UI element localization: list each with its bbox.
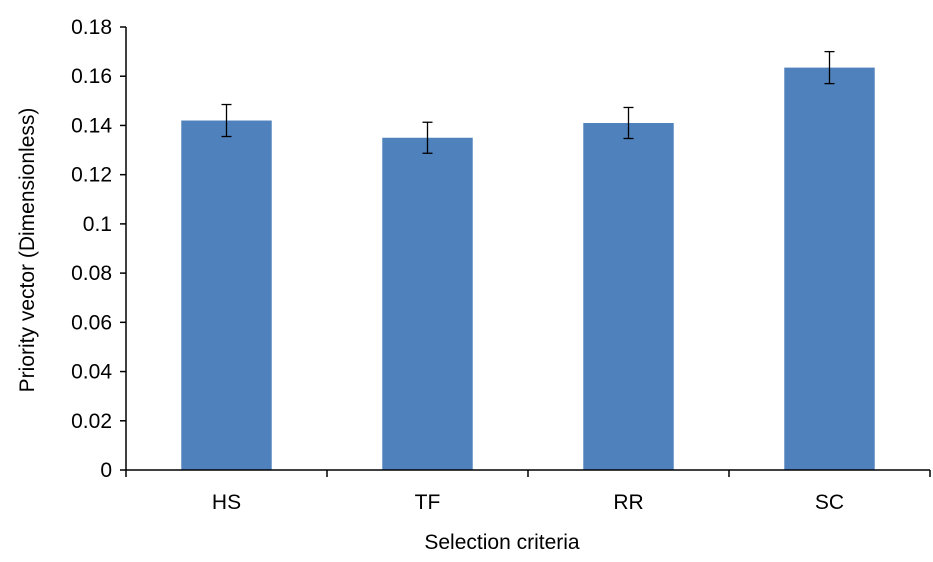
y-axis-title: Priority vector (Dimensionless)	[16, 108, 39, 393]
x-tick-label: RR	[613, 491, 643, 514]
y-tick-label: 0.02	[71, 410, 112, 433]
bars-layer	[181, 67, 875, 471]
y-tick-label: 0.1	[83, 213, 112, 236]
y-tick-label: 0.08	[71, 262, 112, 285]
error-bar-tf	[422, 121, 433, 154]
y-tick-label: 0.14	[71, 114, 112, 137]
y-tick-label: 0.06	[71, 311, 112, 334]
x-tick-label: SC	[815, 491, 844, 514]
y-tick-label: 0.12	[71, 164, 112, 187]
bar-tf	[382, 137, 473, 470]
bar-hs	[181, 120, 272, 471]
error-bar-sc	[824, 50, 835, 85]
axes-layer: 0 0.02 0.04 0.06 0.08 0.1 0.12 0.14 0.16 0.18 HS TF…	[71, 16, 931, 514]
x-tick-label: TF	[415, 491, 441, 514]
x-axis-title: Selection criteria	[424, 531, 580, 554]
x-tick-label: HS	[212, 491, 241, 514]
y-tick-label: 0	[100, 459, 112, 482]
y-tick-label: 0.04	[71, 361, 112, 384]
error-bar-rr	[623, 106, 634, 140]
error-bar-hs	[221, 103, 232, 138]
bar-rr	[583, 122, 674, 470]
bar-sc	[784, 67, 875, 470]
error-bars-layer	[221, 50, 835, 154]
y-tick-label: 0.16	[71, 65, 112, 88]
y-tick-label: 0.18	[71, 16, 112, 39]
